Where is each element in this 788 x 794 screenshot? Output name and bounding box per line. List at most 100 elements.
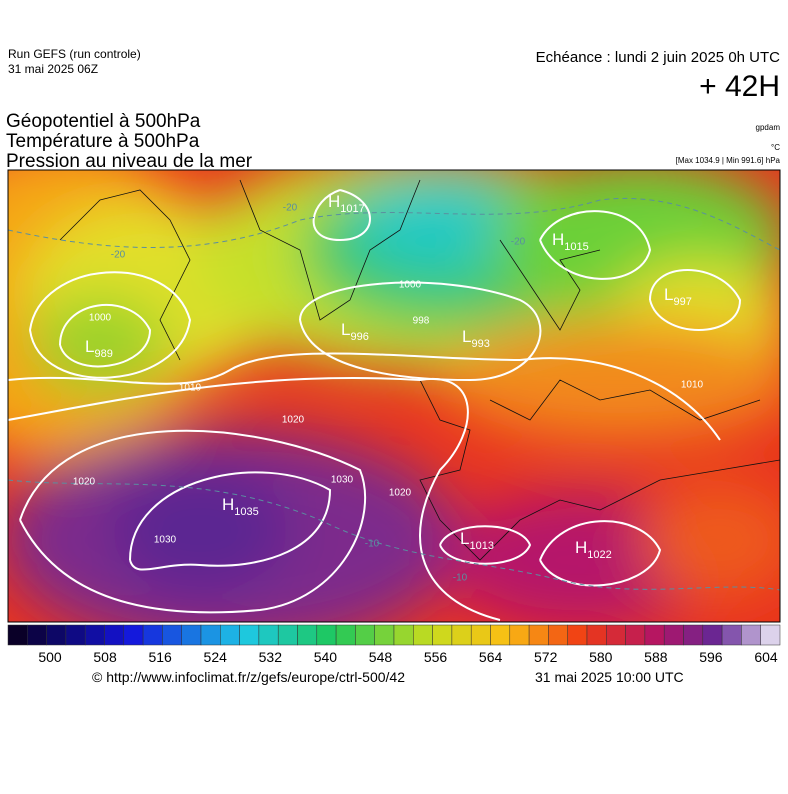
unit-geopotential: gpdam [756,123,781,132]
pressure-center: L997 [664,285,692,308]
isobar-label: 1020 [282,415,305,426]
valid-time: Echéance : lundi 2 juin 2025 0h UTC [536,49,780,66]
colorbar-tick-label: 556 [424,649,448,665]
title-pressure: Pression au niveau de la mer [6,151,253,172]
run-name: Run GEFS (run controle) [8,47,141,61]
map-frame [7,169,781,623]
colorbar-tick-label: 604 [754,649,778,665]
colorbar-swatch [509,624,530,646]
colorbar-swatch [451,624,472,646]
generated-time: 31 mai 2025 10:00 UTC [535,669,684,685]
colorbar-tick-label: 580 [589,649,613,665]
colorbar-tick-label: 516 [148,649,172,665]
colorbar-swatch [470,624,491,646]
isobar-label: 1000 [399,280,422,291]
colorbar-swatch [46,624,67,646]
colorbar-swatch [162,624,182,646]
pressure-center: H1015 [552,230,589,253]
colorbar-tick-label: 596 [699,649,723,665]
center-value: 989 [94,348,112,360]
colorbar-swatch [104,624,125,646]
colorbar-swatch [760,624,781,646]
colorbar-swatch [567,624,588,646]
center-letter: L [85,337,94,356]
center-value: 1017 [340,203,364,215]
lead-time: + 42H [699,70,780,103]
temperature-label: -10 [453,573,468,584]
colorbar-tick-label: 572 [534,649,558,665]
temperature-label: -20 [283,203,298,214]
pressure-center: L1013 [460,529,494,552]
colorbar-swatch [432,624,453,646]
colorbar-swatch [702,624,723,646]
pressure-center: H1022 [575,538,612,561]
colorbar-swatch [393,624,414,646]
colorbar-swatch [84,624,105,646]
colorbar-swatch [142,624,163,646]
unit-temperature: °C [771,143,780,152]
temperature-label: -10 [365,539,380,550]
unit-pressure: [Max 1034.9 | Min 991.6] hPa [676,156,781,165]
colorbar-tick-label: 524 [204,649,228,665]
colorbar-swatch [220,624,240,646]
isobar-label: 1020 [73,477,96,488]
temperature-label: -20 [111,250,126,261]
isobar-label: 1030 [331,475,354,486]
colorbar-swatch [644,624,665,646]
colorbar-swatch [27,624,47,646]
center-letter: H [222,495,234,514]
center-letter: L [664,285,673,304]
colorbar-swatch [413,624,433,646]
isobar-label: 1010 [179,383,202,394]
colorbar-tick-label: 500 [38,649,62,665]
colorbar-tick-label: 532 [259,649,283,665]
colorbar-tick-label: 564 [479,649,503,665]
colorbar-swatch [528,624,549,646]
center-value: 996 [350,331,368,343]
colorbar-swatch [200,624,221,646]
colorbar-swatch [355,624,375,646]
colorbar-swatch [65,624,86,646]
colorbar-swatch [586,624,607,646]
center-letter: H [552,230,564,249]
colorbar-swatch [258,624,279,646]
colorbar-swatch [721,624,742,646]
colorbar-tick-label: 508 [93,649,117,665]
source-url: © http://www.infoclimat.fr/z/gefs/europe… [92,669,405,685]
center-letter: H [328,192,340,211]
center-letter: L [462,327,471,346]
colorbar: 500 508 516 524 532 540 548 556 564 572 580 588 596 6… [7,624,781,665]
center-value: 993 [471,338,489,350]
center-letter: H [575,538,587,557]
pressure-center: L993 [462,327,490,350]
colorbar-tick-label: 588 [644,649,668,665]
isobar-label: 1000 [89,313,112,324]
isobar-label: 1010 [681,380,704,391]
colorbar-swatch [316,624,337,646]
colorbar-swatch [123,624,144,646]
colorbar-swatch [741,624,761,646]
center-value: 1022 [587,549,611,561]
colorbar-swatch [683,624,704,646]
pressure-center: H1035 [222,495,259,518]
colorbar-swatch [663,624,684,646]
colorbar-swatch [374,624,395,646]
title-geopotential: Géopotentiel à 500hPa [6,111,201,132]
temperature-label: -20 [511,237,526,248]
center-letter: L [341,320,350,339]
title-temperature: Température à 500hPa [6,131,200,152]
colorbar-swatch [606,624,626,646]
colorbar-swatch [625,624,646,646]
center-value: 1015 [564,241,588,253]
run-date: 31 mai 2025 06Z [8,62,98,76]
colorbar-swatch [239,624,260,646]
isobar-label: 998 [413,316,430,327]
colorbar-swatch [277,624,298,646]
isobar-label: 1030 [154,535,177,546]
colorbar-swatch [181,624,202,646]
center-value: 1013 [469,540,493,552]
pressure-center: H1017 [328,192,365,215]
pressure-center: L989 [85,337,113,360]
